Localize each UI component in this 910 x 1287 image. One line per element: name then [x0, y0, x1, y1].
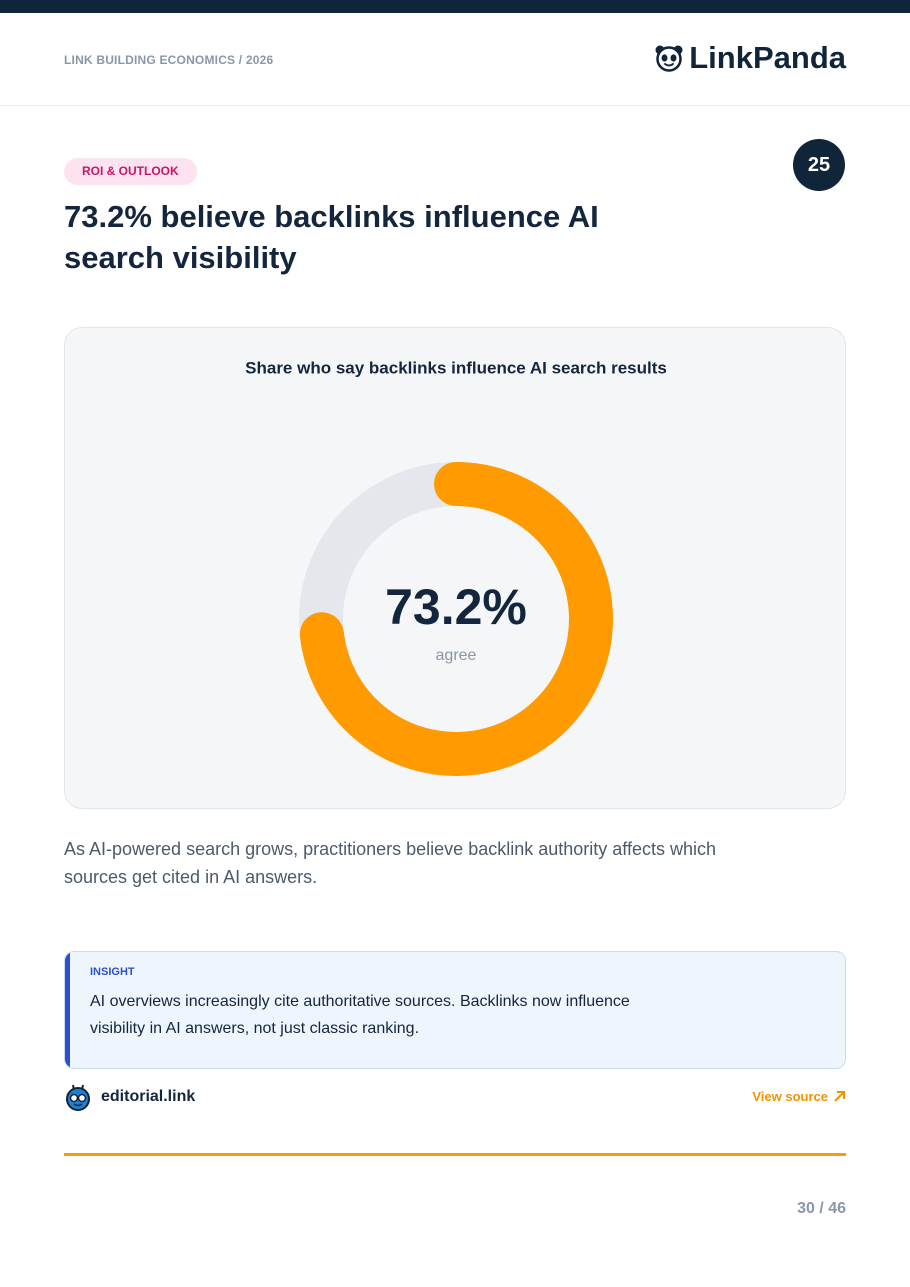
- tag: ROI & OUTLOOK: [64, 158, 197, 185]
- external-arrow: [834, 1091, 845, 1102]
- insight-text: AI overviews increasingly cite authorita…: [90, 993, 630, 1037]
- donut-arc: [299, 462, 613, 776]
- view-source-link[interactable]: View source: [752, 1089, 846, 1104]
- chart: Share who say backlinks influence AI sea…: [245, 358, 667, 776]
- center-value: 73.2%: [385, 579, 527, 635]
- top-bar: [0, 0, 910, 13]
- divider: [0, 105, 910, 106]
- source-logo: [66, 1084, 90, 1111]
- source-name: editorial.link: [101, 1088, 196, 1105]
- footer-rule: [64, 1153, 846, 1156]
- badge: 25: [793, 139, 845, 191]
- page-number: 30 / 46: [797, 1200, 846, 1217]
- center-label: agree: [436, 647, 477, 664]
- chart-card: Share who say backlinks influence AI sea…: [64, 327, 846, 809]
- brand-logo: [655, 45, 683, 72]
- body-text: As AI-powered search grows, practitioner…: [64, 839, 716, 887]
- source: editorial.link: [64, 1083, 195, 1111]
- brand-name: LinkPanda: [689, 40, 846, 75]
- title: 73.2% believe backlinks influence AI sea…: [64, 199, 599, 275]
- insight-label: INSIGHT: [90, 966, 135, 978]
- view-source-text[interactable]: View source: [752, 1089, 828, 1104]
- insight-accent: [65, 952, 70, 1068]
- brand: LinkPanda: [655, 40, 846, 76]
- insight-box: INSIGHT AI overviews increasingly cite a…: [64, 951, 846, 1069]
- chart-title: Share who say backlinks influence AI sea…: [245, 358, 667, 377]
- kicker: LINK BUILDING ECONOMICS / 2026: [64, 53, 274, 67]
